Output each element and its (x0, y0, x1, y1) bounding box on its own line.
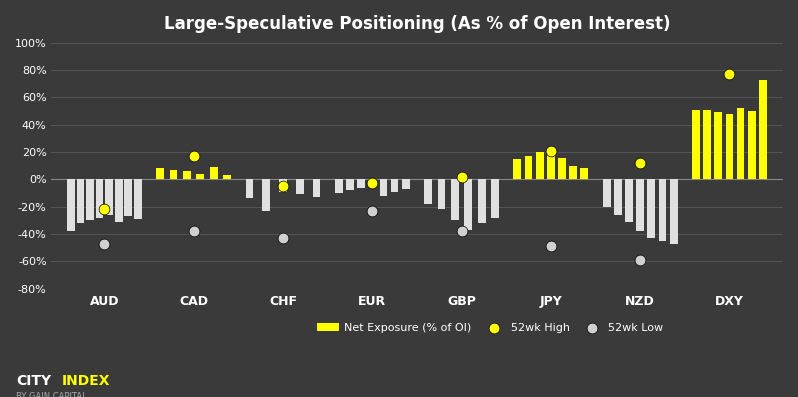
Bar (105, 179, 113, 215)
Point (98, 206, 111, 212)
Bar (703, 110, 711, 179)
Legend: Net Exposure (% of OI), 52wk High, 52wk Low: Net Exposure (% of OI), 52wk High, 52wk … (312, 318, 668, 337)
Bar (335, 179, 342, 193)
Text: CITY: CITY (16, 374, 51, 388)
Point (98, 240, 111, 247)
Point (544, 148, 557, 154)
Bar (210, 167, 218, 179)
Bar (196, 174, 204, 179)
Bar (124, 179, 132, 216)
Bar (391, 179, 398, 192)
Point (277, 183, 290, 189)
Text: INDEX: INDEX (61, 374, 110, 388)
Point (365, 208, 378, 214)
Bar (296, 179, 303, 195)
Bar (279, 179, 286, 192)
Bar (714, 112, 722, 179)
Bar (478, 179, 485, 223)
Point (188, 228, 200, 234)
Bar (96, 179, 104, 218)
Bar (263, 179, 270, 211)
Bar (451, 179, 459, 220)
Bar (547, 155, 555, 179)
Bar (625, 179, 633, 222)
Bar (115, 179, 123, 222)
Bar (569, 166, 577, 179)
Bar (658, 179, 666, 241)
Bar (358, 179, 365, 187)
Point (634, 160, 646, 166)
Bar (437, 179, 445, 209)
Bar (491, 179, 499, 218)
Bar (380, 179, 387, 196)
Bar (313, 179, 320, 197)
Bar (647, 179, 655, 238)
Point (455, 228, 468, 234)
Bar (535, 152, 543, 179)
Text: BY GAIN CAPITAL: BY GAIN CAPITAL (16, 392, 87, 397)
Bar (67, 179, 75, 231)
Bar (558, 158, 566, 179)
Bar (425, 179, 432, 204)
Bar (748, 111, 756, 179)
Bar (170, 170, 177, 179)
Bar (77, 179, 85, 223)
Bar (134, 179, 142, 219)
Bar (524, 156, 532, 179)
Bar (670, 179, 678, 243)
Bar (737, 108, 745, 179)
Bar (759, 80, 767, 179)
Point (188, 153, 200, 159)
Bar (464, 179, 472, 230)
Bar (580, 168, 588, 179)
Bar (369, 179, 376, 186)
Point (544, 243, 557, 249)
Title: Large-Speculative Positioning (As % of Open Interest): Large-Speculative Positioning (As % of O… (164, 15, 670, 33)
Bar (614, 179, 622, 215)
Bar (692, 110, 700, 179)
Bar (156, 168, 164, 179)
Bar (346, 179, 354, 190)
Point (634, 257, 646, 263)
Point (277, 235, 290, 241)
Point (365, 180, 378, 187)
Bar (183, 171, 191, 179)
Bar (602, 179, 610, 207)
Bar (725, 114, 733, 179)
Point (455, 173, 468, 180)
Bar (513, 159, 521, 179)
Bar (636, 179, 644, 231)
Bar (86, 179, 94, 220)
Point (723, 71, 736, 77)
Bar (402, 179, 409, 189)
Bar (223, 175, 231, 179)
Bar (246, 179, 254, 198)
